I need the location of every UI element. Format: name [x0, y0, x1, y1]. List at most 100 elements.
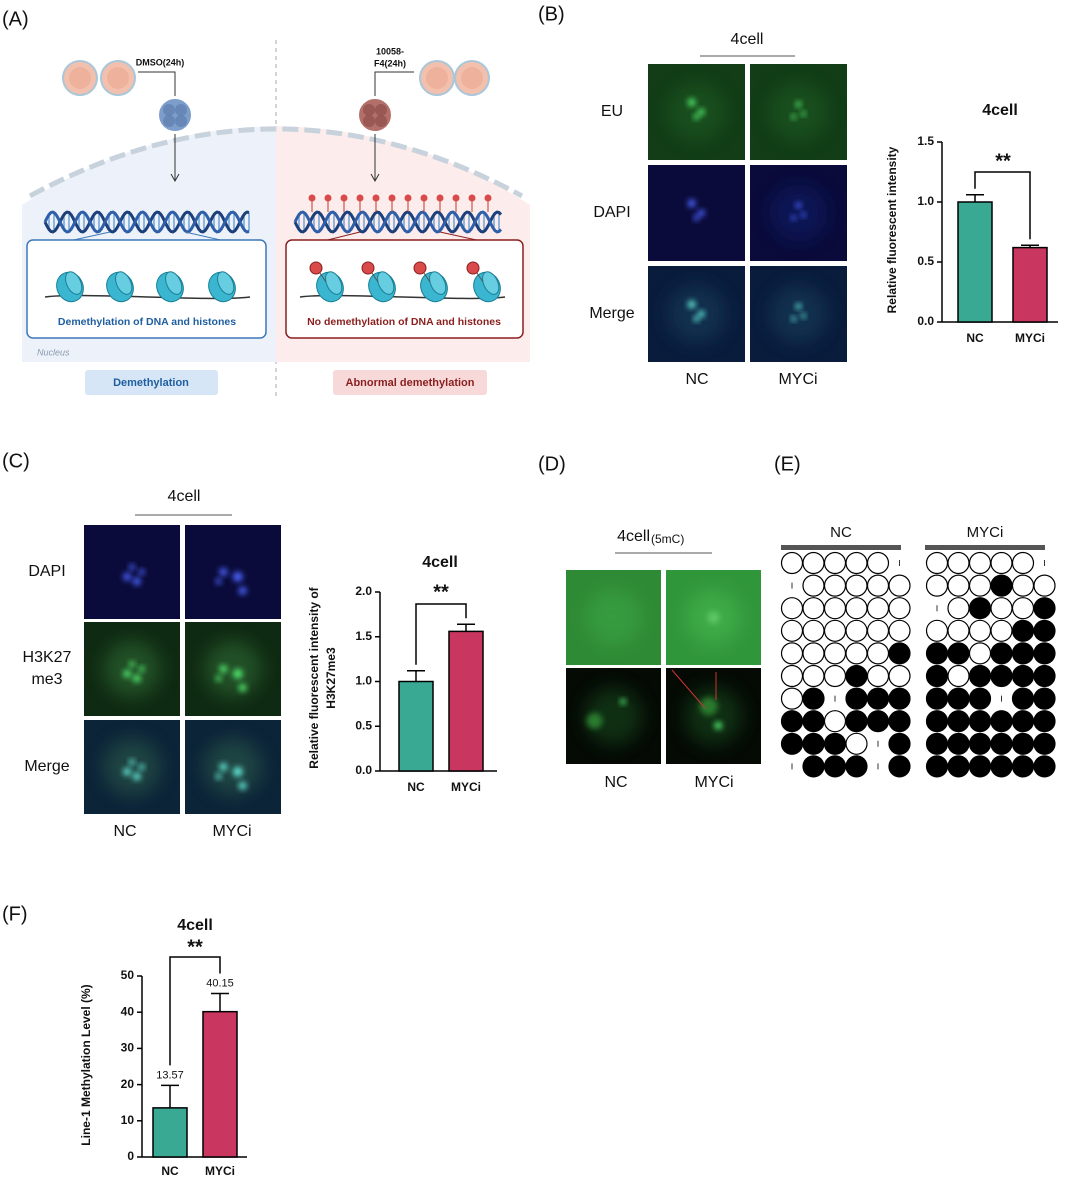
row-label: DAPI: [28, 563, 65, 580]
group-label: NC: [830, 524, 852, 541]
y-tick-label: 2.0: [355, 584, 372, 598]
value-label: 13.57: [156, 1069, 184, 1081]
result-label: Demethylation: [113, 377, 189, 389]
cpg-site: [845, 642, 868, 665]
cpg-site: [1033, 732, 1056, 755]
cpg-site: [947, 574, 970, 597]
cpg-site: [823, 551, 847, 575]
nucleus-spot: [219, 665, 228, 673]
nucleus-spot: [697, 310, 705, 318]
nucleus-spot: [800, 212, 806, 218]
cpg-site: [947, 755, 970, 778]
micrograph: [648, 165, 745, 261]
nucleus-spot: [232, 668, 243, 679]
nucleus-spot: [791, 316, 797, 322]
column-label: MYCi: [778, 371, 817, 388]
nucleus-spot: [800, 313, 806, 319]
blastomere: [175, 115, 187, 127]
cpg-site: [990, 551, 1013, 575]
value-label: 40.15: [206, 977, 234, 989]
x-tick-label: MYCi: [1015, 331, 1045, 345]
nucleus-spot: [132, 577, 141, 586]
bar: [1012, 246, 1048, 323]
cell-glow: [769, 285, 828, 343]
dna-strand: [293, 210, 503, 234]
box-caption: No demethylation of DNA and histones: [307, 316, 501, 328]
bar: [152, 1107, 188, 1158]
arrow: [374, 71, 414, 96]
cpg-site: [925, 619, 949, 642]
cpg-site: [823, 755, 847, 778]
cpg-site: [1033, 597, 1056, 620]
zoom-box: [285, 239, 524, 339]
error-bar: [966, 194, 984, 202]
cpg-site: [780, 710, 804, 733]
histone-mark: [413, 261, 427, 275]
cell-glow: [103, 738, 161, 796]
cpg-site: [823, 574, 847, 597]
nucleus-spot: [138, 666, 145, 672]
micrograph: [185, 525, 281, 619]
x-tick-label: MYCi: [205, 1164, 235, 1178]
cpg-site: [1033, 574, 1056, 597]
significance: **: [187, 936, 203, 958]
cpg-site: [823, 710, 847, 733]
cpg-site: [990, 619, 1013, 642]
arrow: [170, 134, 180, 183]
cpg-site: [888, 710, 911, 733]
cpg-site: [1011, 732, 1035, 755]
y-tick-label: 0: [127, 1149, 134, 1163]
methyl-group: [372, 194, 380, 202]
histone-mark: [309, 261, 323, 275]
panel-label: (B): [538, 3, 565, 25]
cpg-site: [1011, 574, 1035, 597]
cpg-site: [1011, 597, 1035, 620]
row-label: me3: [31, 671, 62, 688]
nucleus-spot: [138, 764, 145, 770]
y-tick-label: 0.0: [355, 763, 372, 777]
cleaved-embryo: [157, 97, 193, 133]
cpg-site: [990, 755, 1013, 778]
dna-strand: [43, 210, 250, 234]
cell-glow: [585, 687, 642, 745]
arrow: [370, 134, 380, 183]
blastomere: [375, 115, 387, 127]
cell-glow: [667, 285, 726, 343]
embryo-inner: [107, 67, 129, 89]
cpg-site: [925, 732, 949, 755]
cpg-site: [823, 642, 847, 665]
chart-title: 4cell: [422, 554, 458, 571]
cpg-site: [947, 710, 970, 733]
blastomere: [363, 104, 375, 116]
cpg-site: [968, 597, 992, 620]
panel-label: (F): [2, 903, 28, 925]
nucleus-spot: [795, 202, 802, 209]
nucleus-spot: [687, 300, 696, 309]
cpg-site: [1033, 619, 1056, 642]
cpg-site: [947, 642, 970, 665]
blastomere: [163, 104, 175, 116]
cpg-site: [802, 551, 825, 575]
y-tick-label: 1.5: [355, 629, 372, 643]
column-label: NC: [685, 371, 708, 388]
significance-bracket: [169, 956, 221, 1066]
cpg-site: [845, 574, 868, 597]
cpg-site: [947, 619, 970, 642]
cpg-site: [925, 642, 949, 665]
cpg-site: [802, 755, 825, 778]
cpg-site: [802, 619, 825, 642]
blastomere: [363, 115, 375, 127]
nucleus-spot: [714, 721, 723, 730]
cpg-site: [1011, 664, 1035, 688]
y-tick-label: 1.0: [355, 674, 372, 688]
nucleus-spot: [219, 568, 228, 576]
error-bar: [161, 1084, 179, 1108]
y-tick-label: 50: [121, 968, 135, 982]
cpg-site: [802, 687, 825, 710]
cpg-site: [888, 687, 911, 710]
blastomere: [163, 115, 175, 127]
nucleus-spot: [693, 214, 700, 221]
error-bar: [211, 992, 229, 1012]
methyl-group: [436, 194, 444, 202]
x-tick-label: NC: [161, 1164, 179, 1178]
